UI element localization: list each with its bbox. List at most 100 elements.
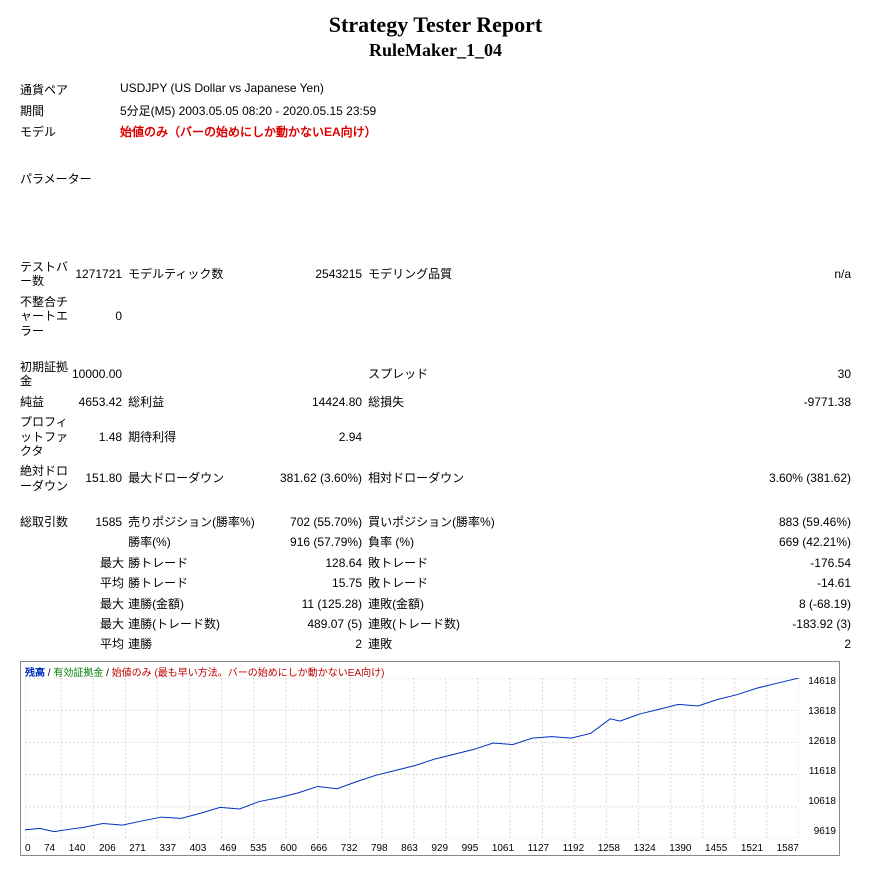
model-quality-label: モデリング品質 bbox=[368, 257, 508, 292]
expected-label: 期待利得 bbox=[128, 412, 268, 461]
x-tick: 206 bbox=[99, 843, 116, 854]
profit-pct-label: 勝率(%) bbox=[128, 532, 268, 552]
period-value: 5分足(M5) 2003.05.05 08:20 - 2020.05.15 23… bbox=[120, 100, 851, 121]
avg-cons-loss-label: 連敗 bbox=[368, 634, 508, 654]
x-tick: 995 bbox=[462, 843, 479, 854]
period-label: 期間 bbox=[20, 100, 120, 121]
y-tick: 9619 bbox=[808, 826, 836, 837]
cons-loss-cnt: -183.92 (3) bbox=[508, 614, 851, 634]
short-label: 売りポジション(勝率%) bbox=[128, 512, 268, 532]
short: 702 (55.70%) bbox=[268, 512, 368, 532]
avg-cons-win: 2 bbox=[268, 634, 368, 654]
abs-dd: 151.80 bbox=[72, 461, 128, 496]
x-tick: 1258 bbox=[598, 843, 620, 854]
y-tick: 13618 bbox=[808, 706, 836, 717]
avg-loss: -14.61 bbox=[508, 573, 851, 593]
pair-value: USDJPY (US Dollar vs Japanese Yen) bbox=[120, 79, 851, 100]
x-tick: 1390 bbox=[669, 843, 691, 854]
win-trade-label: 勝トレード bbox=[128, 553, 268, 573]
chart-x-axis: 0741402062713374034695356006667327988639… bbox=[25, 843, 799, 854]
gross-profit: 14424.80 bbox=[268, 392, 368, 412]
expected: 2.94 bbox=[268, 412, 368, 461]
model-ticks-label: モデルティック数 bbox=[128, 257, 268, 292]
gross-loss: -9771.38 bbox=[508, 392, 851, 412]
gross-loss-label: 総損失 bbox=[368, 392, 508, 412]
header-table: 通貨ペア USDJPY (US Dollar vs Japanese Yen) … bbox=[20, 79, 851, 142]
total-trades-label: 総取引数 bbox=[20, 512, 72, 532]
loss-pct: 669 (42.21%) bbox=[508, 532, 851, 552]
avg-win: 15.75 bbox=[268, 573, 368, 593]
cons-loss-amt: 8 (-68.19) bbox=[508, 594, 851, 614]
x-tick: 337 bbox=[159, 843, 176, 854]
cons-win-amt-label: 連勝(金額) bbox=[128, 594, 268, 614]
avg-loss-label: 敗トレード bbox=[368, 573, 508, 593]
rel-dd-label: 相対ドローダウン bbox=[368, 461, 508, 496]
avg-prefix-1: 平均 bbox=[72, 573, 128, 593]
model-quality: n/a bbox=[508, 257, 851, 292]
stats-table: テストバー数 1271721 モデルティック数 2543215 モデリング品質 … bbox=[20, 257, 851, 655]
y-tick: 10618 bbox=[808, 796, 836, 807]
net-profit: 4653.42 bbox=[72, 392, 128, 412]
long: 883 (59.46%) bbox=[508, 512, 851, 532]
spread: 30 bbox=[508, 357, 851, 392]
abs-dd-label: 絶対ドローダウン bbox=[20, 461, 72, 496]
avg-prefix-2: 平均 bbox=[72, 634, 128, 654]
profit-factor: 1.48 bbox=[72, 412, 128, 461]
spread-label: スプレッド bbox=[368, 357, 508, 392]
cons-loss-cnt-label: 連敗(トレード数) bbox=[368, 614, 508, 634]
x-tick: 863 bbox=[401, 843, 418, 854]
y-tick: 14618 bbox=[808, 676, 836, 687]
max-dd: 381.62 (3.60%) bbox=[268, 461, 368, 496]
loss-trade: -176.54 bbox=[508, 553, 851, 573]
x-tick: 1324 bbox=[633, 843, 655, 854]
x-tick: 600 bbox=[280, 843, 297, 854]
test-bars-label: テストバー数 bbox=[20, 257, 72, 292]
x-tick: 1061 bbox=[492, 843, 514, 854]
loss-pct-label: 負率 (%) bbox=[368, 532, 508, 552]
x-tick: 929 bbox=[431, 843, 448, 854]
mismatch-label: 不整合チャートエラー bbox=[20, 292, 72, 341]
y-tick: 11618 bbox=[808, 766, 836, 777]
x-tick: 666 bbox=[311, 843, 328, 854]
equity-chart: 残高 / 有効証拠金 / 始値のみ (最も早い方法。バーの始めにしか動かないEA… bbox=[20, 661, 840, 856]
gross-profit-label: 総利益 bbox=[128, 392, 268, 412]
model-ticks: 2543215 bbox=[268, 257, 368, 292]
long-label: 買いポジション(勝率%) bbox=[368, 512, 508, 532]
test-bars: 1271721 bbox=[72, 257, 128, 292]
parameter-label: パラメーター bbox=[20, 170, 851, 187]
x-tick: 271 bbox=[129, 843, 146, 854]
report-subtitle: RuleMaker_1_04 bbox=[20, 40, 851, 61]
net-profit-label: 純益 bbox=[20, 392, 72, 412]
x-tick: 1192 bbox=[563, 843, 585, 854]
loss-trade-label: 敗トレード bbox=[368, 553, 508, 573]
pair-label: 通貨ペア bbox=[20, 79, 120, 100]
x-tick: 1455 bbox=[705, 843, 727, 854]
report-title: Strategy Tester Report bbox=[20, 12, 851, 38]
x-tick: 732 bbox=[341, 843, 358, 854]
x-tick: 798 bbox=[371, 843, 388, 854]
chart-legend: 残高 / 有効証拠金 / 始値のみ (最も早い方法。バーの始めにしか動かないEA… bbox=[25, 664, 384, 679]
profit-pct: 916 (57.79%) bbox=[268, 532, 368, 552]
x-tick: 140 bbox=[69, 843, 86, 854]
x-tick: 1127 bbox=[528, 843, 550, 854]
x-tick: 0 bbox=[25, 843, 31, 854]
avg-cons-loss: 2 bbox=[508, 634, 851, 654]
x-tick: 403 bbox=[190, 843, 207, 854]
initial-deposit: 10000.00 bbox=[72, 357, 128, 392]
total-trades: 1585 bbox=[72, 512, 128, 532]
max-prefix-2: 最大 bbox=[72, 594, 128, 614]
y-tick: 12618 bbox=[808, 736, 836, 747]
initial-deposit-label: 初期証拠金 bbox=[20, 357, 72, 392]
x-tick: 1587 bbox=[777, 843, 799, 854]
mismatch: 0 bbox=[72, 292, 128, 341]
win-trade: 128.64 bbox=[268, 553, 368, 573]
avg-win-label: 勝トレード bbox=[128, 573, 268, 593]
model-value: 始値のみ（バーの始めにしか動かないEA向け） bbox=[120, 121, 851, 142]
avg-cons-win-label: 連勝 bbox=[128, 634, 268, 654]
profit-factor-label: プロフィットファクタ bbox=[20, 412, 72, 461]
chart-y-axis: 14618 13618 12618 11618 10618 9619 bbox=[808, 676, 836, 837]
cons-win-cnt-label: 連勝(トレード数) bbox=[128, 614, 268, 634]
x-tick: 74 bbox=[44, 843, 55, 854]
rel-dd: 3.60% (381.62) bbox=[508, 461, 851, 496]
x-tick: 469 bbox=[220, 843, 237, 854]
